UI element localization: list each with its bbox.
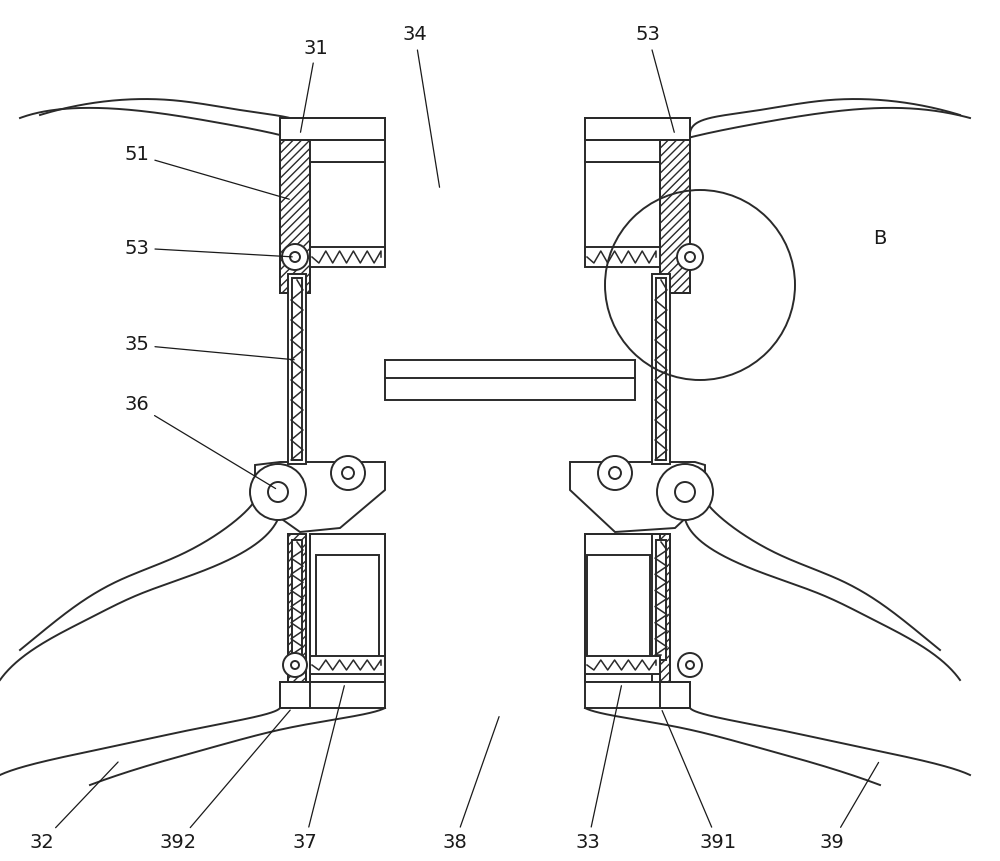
Polygon shape xyxy=(255,462,385,532)
Circle shape xyxy=(331,456,365,490)
Bar xyxy=(310,162,385,252)
Circle shape xyxy=(598,456,632,490)
Bar xyxy=(310,247,385,267)
Circle shape xyxy=(609,467,621,479)
Bar xyxy=(280,118,385,140)
Circle shape xyxy=(283,653,307,677)
Bar xyxy=(585,534,660,682)
Circle shape xyxy=(342,467,354,479)
Bar xyxy=(585,118,690,140)
Circle shape xyxy=(686,661,694,669)
Circle shape xyxy=(291,661,299,669)
Bar xyxy=(585,247,660,267)
Text: 53: 53 xyxy=(125,238,292,257)
Text: 53: 53 xyxy=(636,26,674,133)
Bar xyxy=(585,656,660,674)
Text: 34: 34 xyxy=(403,26,440,187)
Circle shape xyxy=(657,464,713,520)
Bar xyxy=(585,140,660,162)
Bar xyxy=(585,162,660,252)
Text: 35: 35 xyxy=(125,336,294,360)
Circle shape xyxy=(268,482,288,502)
Bar xyxy=(310,534,385,682)
Circle shape xyxy=(290,252,300,262)
Bar xyxy=(585,682,690,708)
Circle shape xyxy=(250,464,306,520)
Bar xyxy=(292,540,302,660)
Text: B: B xyxy=(873,228,887,247)
Bar xyxy=(288,534,306,682)
Bar xyxy=(660,118,690,293)
Bar xyxy=(660,682,690,708)
Text: 37: 37 xyxy=(293,685,344,852)
Bar xyxy=(652,274,670,464)
Bar xyxy=(587,555,650,665)
Bar xyxy=(280,682,310,708)
Bar xyxy=(660,118,690,293)
Text: 31: 31 xyxy=(301,39,328,133)
Bar xyxy=(656,540,666,660)
Bar xyxy=(585,534,660,682)
Text: 51: 51 xyxy=(125,146,289,199)
Text: 39: 39 xyxy=(820,762,879,852)
Text: 32: 32 xyxy=(30,762,118,852)
Bar xyxy=(660,682,690,708)
Polygon shape xyxy=(570,462,705,532)
Bar xyxy=(288,274,306,464)
Text: 392: 392 xyxy=(159,710,290,852)
Bar xyxy=(585,118,690,140)
Bar xyxy=(656,278,666,460)
Circle shape xyxy=(677,244,703,270)
Bar xyxy=(310,140,385,162)
Bar xyxy=(310,534,385,682)
Bar xyxy=(280,682,385,708)
Bar xyxy=(280,682,310,708)
Circle shape xyxy=(282,244,308,270)
Bar xyxy=(288,534,306,682)
Bar xyxy=(280,118,310,293)
Bar xyxy=(280,118,310,293)
Bar xyxy=(316,555,379,665)
Bar xyxy=(310,656,385,674)
Circle shape xyxy=(685,252,695,262)
Bar xyxy=(652,534,670,682)
Bar xyxy=(385,378,635,400)
Circle shape xyxy=(675,482,695,502)
Bar xyxy=(280,118,385,140)
Text: 33: 33 xyxy=(576,685,621,852)
Bar xyxy=(652,534,670,682)
Circle shape xyxy=(678,653,702,677)
Text: 391: 391 xyxy=(662,710,737,852)
Text: 38: 38 xyxy=(443,716,499,852)
Text: 36: 36 xyxy=(125,395,276,488)
Bar xyxy=(292,278,302,460)
